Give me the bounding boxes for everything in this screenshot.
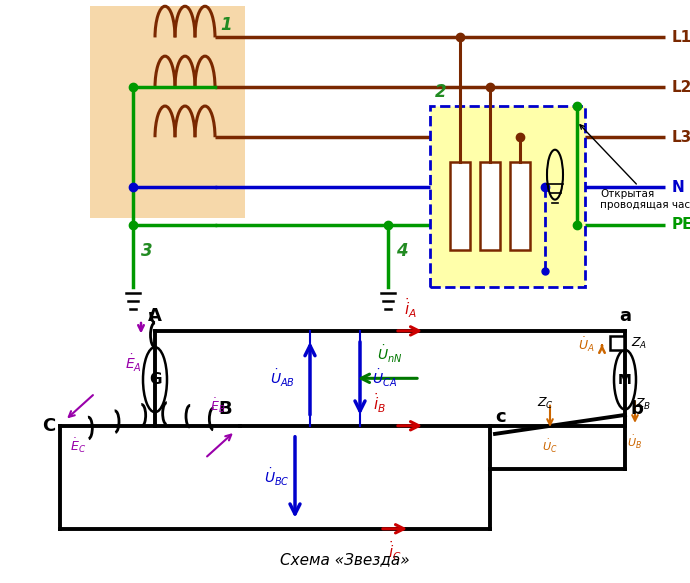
Text: $\dot{E}_B$: $\dot{E}_B$ (210, 396, 226, 415)
Text: L2: L2 (672, 80, 690, 95)
Text: B: B (218, 399, 232, 417)
Text: A: A (148, 307, 162, 325)
Text: N: N (672, 180, 684, 195)
Text: L1: L1 (672, 30, 690, 45)
Text: $\dot{E}_A$: $\dot{E}_A$ (125, 353, 141, 374)
Text: $\dot{i}_C$: $\dot{i}_C$ (388, 540, 402, 563)
Text: $Z_B$: $Z_B$ (635, 397, 651, 412)
Text: M: M (618, 373, 632, 387)
Text: G: G (149, 372, 161, 387)
Text: $\dot{U}_{nN}$: $\dot{U}_{nN}$ (377, 344, 403, 365)
Text: L3: L3 (672, 130, 690, 145)
Text: $\dot{i}_B$: $\dot{i}_B$ (373, 391, 386, 415)
Text: $\dot{U}_A$: $\dot{U}_A$ (578, 336, 595, 354)
Text: $\dot{E}_C$: $\dot{E}_C$ (70, 437, 86, 455)
Text: $Z_A$: $Z_A$ (631, 336, 647, 350)
Text: $\dot{U}_B$: $\dot{U}_B$ (627, 434, 642, 451)
FancyBboxPatch shape (510, 162, 530, 250)
FancyBboxPatch shape (610, 336, 624, 350)
Text: a: a (619, 307, 631, 325)
Text: 4: 4 (396, 242, 408, 260)
FancyBboxPatch shape (90, 6, 245, 218)
Text: $\dot{i}_A$: $\dot{i}_A$ (404, 296, 417, 320)
Text: $\dot{U}_{CA}$: $\dot{U}_{CA}$ (372, 368, 397, 389)
Text: 3: 3 (141, 242, 152, 260)
Text: Открытая
проводящая часть: Открытая проводящая часть (580, 125, 690, 210)
Text: C: C (42, 417, 55, 435)
Text: b: b (630, 399, 643, 417)
Text: $Z_C$: $Z_C$ (537, 396, 553, 411)
Text: 1: 1 (220, 16, 232, 34)
FancyBboxPatch shape (480, 162, 500, 250)
Text: Схема «Звезда»: Схема «Звезда» (280, 552, 410, 567)
Text: c: c (495, 408, 506, 426)
Text: $\dot{U}_C$: $\dot{U}_C$ (542, 438, 558, 455)
Text: PE: PE (672, 217, 690, 232)
FancyBboxPatch shape (450, 162, 470, 250)
Text: 2: 2 (435, 83, 446, 101)
Text: $\dot{U}_{BC}$: $\dot{U}_{BC}$ (264, 467, 290, 488)
Text: $\dot{U}_{AB}$: $\dot{U}_{AB}$ (270, 368, 295, 389)
FancyBboxPatch shape (430, 106, 585, 287)
